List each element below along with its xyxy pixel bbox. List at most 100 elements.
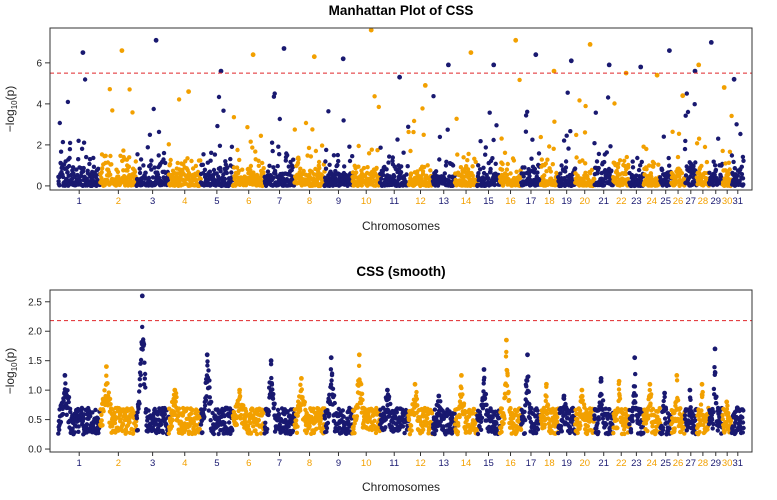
panel-2-point: [202, 415, 206, 419]
panel-2-point: [633, 384, 637, 388]
panel-2-point: [458, 415, 462, 419]
panel-1-point: [738, 132, 742, 136]
panel-2-point: [480, 416, 484, 420]
panel-1-point: [365, 165, 369, 169]
panel-2-point: [174, 400, 178, 404]
panel-2-chr18-peak-point: [544, 382, 549, 387]
panel-1-point: [87, 162, 91, 166]
panel-1-point: [277, 152, 281, 156]
panel-2-chr1-peak-point: [63, 373, 68, 378]
panel-1-point: [446, 128, 450, 132]
panel-1-point: [552, 120, 556, 124]
panel-2-point: [482, 376, 486, 380]
panel-1-point: [517, 78, 521, 82]
panel-1-point: [228, 157, 232, 161]
panel-1-point: [326, 109, 330, 113]
panel-1-point: [740, 172, 744, 176]
panel-1-point: [336, 153, 340, 157]
panel-1-chr29-points: [707, 40, 725, 187]
panel-1-point: [609, 169, 613, 173]
panel-2-point: [360, 392, 364, 396]
panel-2-point: [526, 374, 530, 378]
panel-1-point: [635, 156, 639, 160]
panel-1-point: [304, 121, 308, 125]
panel-2-point: [633, 372, 637, 376]
panel-2-point: [543, 423, 547, 427]
panel-1-point: [260, 161, 264, 165]
panel-1-point: [741, 155, 745, 159]
panel-2-point: [323, 416, 327, 420]
panel-1-point: [505, 167, 509, 171]
panel-1-point: [685, 91, 689, 95]
panel-2-point: [257, 418, 261, 422]
panel-2-point: [407, 418, 411, 422]
panel-1-point: [259, 134, 263, 138]
panel-2-point: [276, 408, 280, 412]
panel-1-point: [92, 165, 96, 169]
panel-1-point: [278, 117, 282, 121]
panel-1-chr8-peak-point: [312, 54, 317, 59]
panel-2-chr17-peak-point: [525, 352, 530, 357]
panel-2-point: [476, 432, 480, 436]
panel-1-point: [644, 167, 648, 171]
panel-2-point: [67, 400, 71, 404]
panel-2-point: [341, 408, 345, 412]
panel-1-chr29-peak-point: [709, 40, 714, 45]
panel-2-point: [503, 395, 507, 399]
panel-1-point: [296, 157, 300, 161]
panel-1-point: [471, 174, 475, 178]
panel-2-point: [544, 394, 548, 398]
panel-2-point: [271, 397, 275, 401]
panel-1-ylabel: −log10(p): [3, 86, 19, 133]
panel-1-point: [506, 162, 510, 166]
panel-1-point: [714, 168, 718, 172]
panel-1-chr3-peak-point: [154, 38, 159, 43]
panel-1-point: [336, 159, 340, 163]
panel-2-point: [617, 387, 621, 391]
panel-2-point: [143, 372, 147, 376]
panel-2-point: [329, 367, 333, 371]
panel-1-point: [595, 159, 599, 163]
panel-2-point: [207, 378, 211, 382]
panel-1-point: [606, 95, 610, 99]
panel-2-point: [102, 388, 106, 392]
panel-1-point: [217, 95, 221, 99]
panel-1-point: [276, 164, 280, 168]
panel-1-point: [320, 143, 324, 147]
panel-1-point: [484, 145, 488, 149]
panel-1-point: [372, 94, 376, 98]
panel-2: CSS (smooth)0.00.51.01.52.02.5−log10(p)1…: [3, 264, 752, 494]
panel-2-point: [135, 416, 139, 420]
panel-2-point: [105, 381, 109, 385]
panel-1-chr2-peak-point: [120, 48, 125, 53]
panel-2-point: [85, 422, 89, 426]
panel-2-point: [207, 385, 211, 389]
panel-2-point: [294, 418, 298, 422]
panel-2-chr13-peak-point: [436, 394, 441, 399]
panel-1-ytick-label: 2: [36, 140, 42, 151]
panel-1-chr5-points: [199, 69, 235, 188]
panel-2-point: [434, 428, 438, 432]
panel-2-point: [193, 431, 197, 435]
panel-2-point: [143, 376, 147, 380]
panel-1-chr24-points: [641, 73, 662, 188]
panel-1-point: [564, 165, 568, 169]
panel-1-point: [686, 110, 690, 114]
panel-1-chr28-points: [695, 63, 711, 188]
panel-1-chr1-peak-point: [81, 50, 86, 55]
panel-2-point: [641, 431, 645, 435]
panel-1-xtick-label-chr7: 7: [277, 196, 282, 207]
panel-1-point: [568, 129, 572, 133]
panel-1-point: [544, 161, 548, 165]
panel-2-point: [227, 420, 231, 424]
panel-1-point: [401, 151, 405, 155]
panel-1-point: [640, 160, 644, 164]
panel-1-point: [530, 138, 534, 142]
panel-1-point: [408, 149, 412, 153]
panel-1-point: [374, 166, 378, 170]
panel-1-chr14-points: [453, 50, 480, 188]
panel-2-chr8-points: [293, 376, 327, 436]
panel-1-point: [134, 159, 138, 163]
panel-1-point: [194, 164, 198, 168]
panel-1-point: [411, 130, 415, 134]
